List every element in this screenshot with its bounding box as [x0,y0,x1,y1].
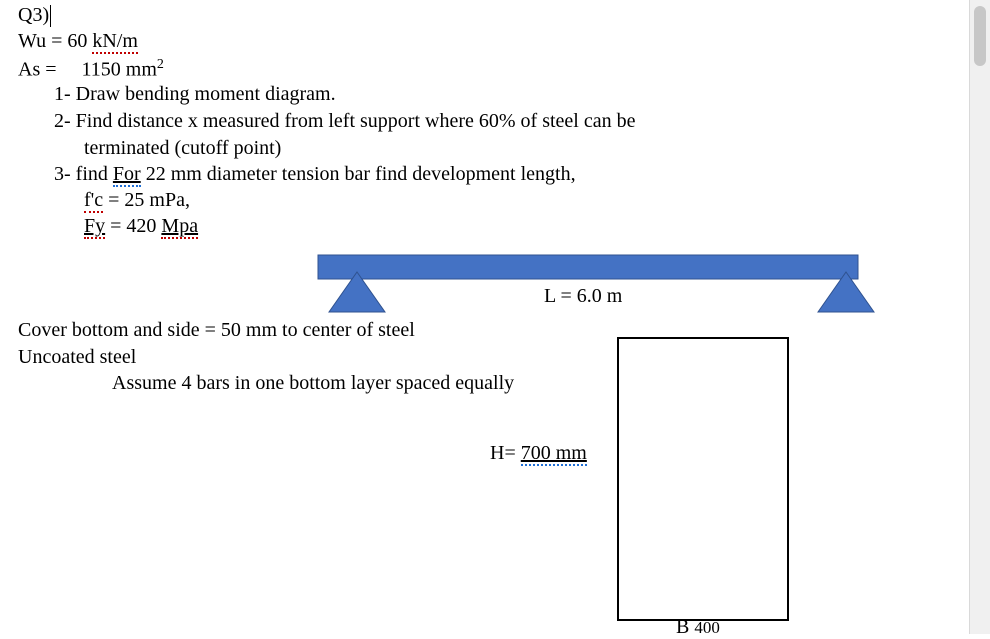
L-label: L = 6.0 m [544,285,622,308]
note-cover: Cover bottom and side = 50 mm to center … [18,319,415,342]
H-value: 700 mm [521,442,587,466]
H-prefix: H= [490,442,521,464]
B-label: B 400 [676,616,720,639]
beam-diagram [0,0,990,634]
note-assume: Assume 4 bars in one bottom layer spaced… [112,372,514,395]
note-uncoated: Uncoated steel [18,346,136,369]
B-prefix: B [676,616,694,638]
section-rect [618,338,788,620]
vertical-scrollbar[interactable] [969,0,990,634]
scrollbar-thumb[interactable] [974,6,986,66]
page: Q3) Wu = 60 kN/m As = 1150 mm2 1- Draw b… [0,0,990,634]
H-label: H= 700 mm [490,442,587,465]
B-value: 400 [694,618,720,637]
beam-bar [318,255,858,279]
